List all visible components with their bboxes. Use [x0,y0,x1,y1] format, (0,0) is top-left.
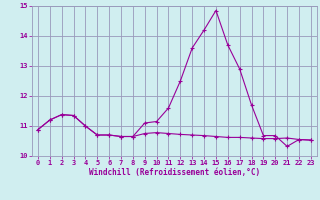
X-axis label: Windchill (Refroidissement éolien,°C): Windchill (Refroidissement éolien,°C) [89,168,260,177]
